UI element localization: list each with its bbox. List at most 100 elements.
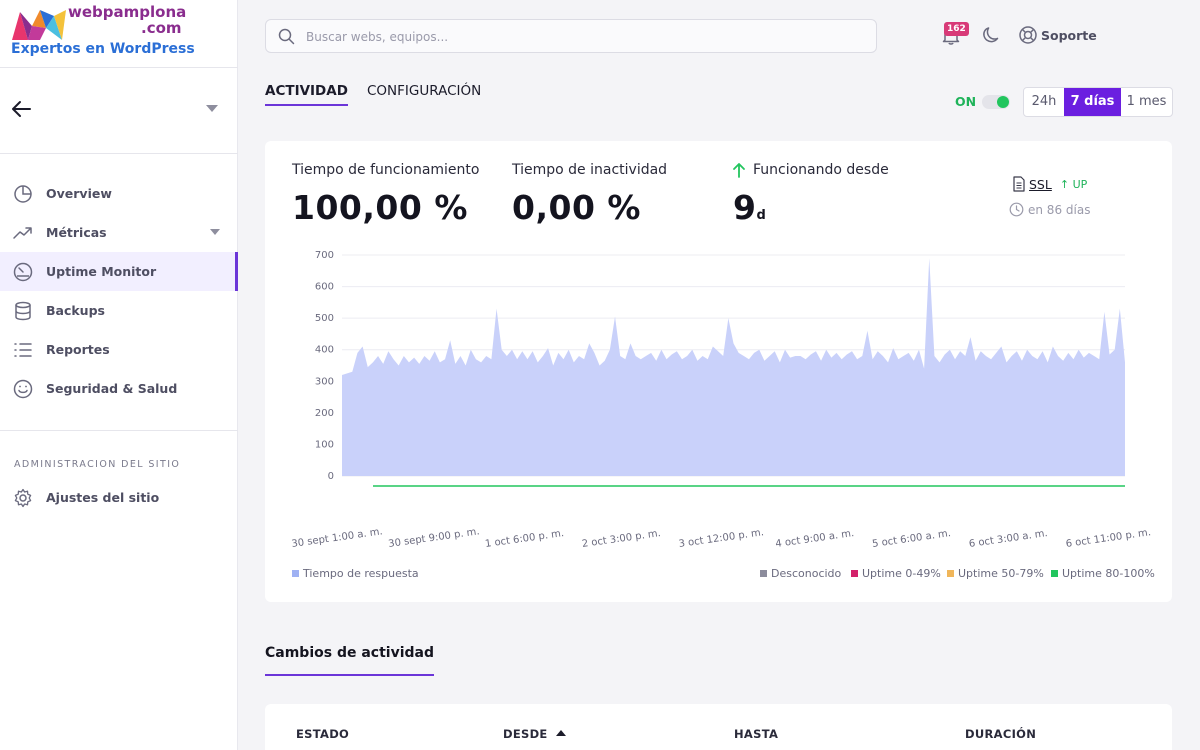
sidebar-item-reportes[interactable]: Reportes (0, 330, 238, 369)
running-label: Funcionando desde (753, 162, 889, 178)
notifications-badge[interactable]: 162 (944, 22, 969, 36)
y-tick-label: 700 (315, 250, 334, 261)
legend-swatch (292, 570, 299, 577)
x-tick-label: 2 oct 3:00 p. m. (581, 528, 661, 550)
gauge-icon (13, 262, 33, 281)
ssl-status: SSL ↑ UP (1012, 176, 1087, 192)
downtime-value: 0,00 % (512, 188, 641, 227)
dark-mode-moon-icon[interactable] (981, 25, 1001, 45)
range-option-24h[interactable]: 24h (1031, 94, 1057, 109)
x-tick-label: 5 oct 6:00 a. m. (872, 528, 952, 550)
x-tick-label: 30 sept 9:00 p. m. (388, 526, 481, 550)
pie-chart-icon (14, 184, 32, 203)
sidebar-item-uptime-monitor[interactable]: Uptime Monitor (0, 252, 238, 291)
running-unit: d (756, 208, 767, 223)
legend-uptime-80-100: Uptime 80-100% (1051, 567, 1155, 580)
support-label: Soporte (1041, 27, 1097, 43)
brand-logo[interactable]: webpamplona .com Expertos en WordPress (10, 4, 238, 64)
sidebar-item-backups[interactable]: Backups (0, 291, 238, 330)
sidebar-item-label: Seguridad & Salud (46, 381, 178, 396)
site-selector-caret-icon[interactable] (206, 105, 218, 112)
monitor-toggle-label: ON (955, 94, 977, 109)
divider (0, 67, 238, 68)
sort-ascending-icon[interactable] (555, 730, 566, 736)
back-arrow-icon[interactable] (10, 98, 32, 120)
legend-unknown: Desconocido (760, 567, 841, 580)
column-header-desde[interactable]: DESDE (503, 727, 566, 741)
legend-swatch (851, 570, 858, 577)
sidebar: webpamplona .com Expertos en WordPress O… (0, 0, 238, 750)
chevron-down-icon[interactable] (210, 229, 220, 235)
range-option-1-mes[interactable]: 1 mes (1126, 94, 1167, 109)
legend-uptime-50-79: Uptime 50-79% (947, 567, 1044, 580)
legend-label: Uptime 80-100% (1062, 567, 1155, 580)
list-icon (14, 342, 32, 357)
sidebar-item-label: Reportes (46, 342, 110, 357)
support-button[interactable]: Soporte (1018, 24, 1097, 46)
brand-domain: .com (141, 19, 182, 37)
x-tick-label: 30 sept 1:00 a. m. (291, 526, 383, 550)
brand-tagline: Expertos en WordPress (11, 41, 195, 57)
brand-mark-icon (12, 10, 66, 40)
trend-icon (13, 226, 32, 239)
ssl-expiry: en 86 días (1009, 202, 1090, 217)
sidebar-item-label: Ajustes del sitio (46, 490, 160, 505)
response-time-area (342, 258, 1125, 476)
clock-icon (1009, 202, 1024, 217)
x-tick-label: 6 oct 11:00 p. m. (1065, 527, 1152, 550)
y-tick-label: 100 (315, 439, 334, 450)
legend-label: Uptime 0-49% (862, 567, 941, 580)
gear-icon (14, 488, 32, 507)
legend-label: Tiempo de respuesta (303, 567, 419, 580)
sidebar-item-overview[interactable]: Overview (0, 174, 238, 213)
sidebar-item-label: Uptime Monitor (46, 264, 157, 279)
sidebar-item-label: Métricas (46, 225, 107, 240)
column-header-duracion[interactable]: DURACIÓN (965, 727, 1037, 741)
section-title: ADMINISTRACION DEL SITIO (14, 459, 181, 470)
toggle-track (982, 94, 1011, 109)
activity-table: ESTADO DESDE HASTA DURACIÓN (265, 704, 1172, 750)
search-icon (278, 28, 295, 45)
brand-name: webpamplona (68, 3, 187, 21)
range-option-7-dias[interactable]: 7 días (1064, 88, 1121, 116)
ssl-link[interactable]: SSL (1029, 176, 1052, 192)
x-tick-label: 3 oct 12:00 p. m. (678, 527, 765, 550)
arrow-up-icon (733, 163, 745, 178)
legend-response-time: Tiempo de respuesta (292, 567, 419, 580)
monitor-toggle[interactable]: ON (955, 94, 1011, 109)
sidebar-item-seguridad[interactable]: Seguridad & Salud (0, 369, 238, 408)
tab-actividad[interactable]: ACTIVIDAD (265, 83, 348, 106)
y-tick-label: 200 (315, 408, 334, 419)
lifebuoy-icon (1019, 26, 1037, 44)
legend-uptime-0-49: Uptime 0-49% (851, 567, 941, 580)
downtime-label: Tiempo de inactividad (512, 162, 668, 178)
running-days: 9 (733, 188, 757, 227)
y-tick-label: 0 (328, 471, 334, 482)
y-tick-label: 300 (315, 376, 334, 387)
uptime-label: Tiempo de funcionamiento (292, 162, 480, 178)
sidebar-item-ajustes[interactable]: Ajustes del sitio (0, 478, 238, 517)
y-tick-label: 500 (315, 313, 334, 324)
column-header-hasta[interactable]: HASTA (734, 727, 779, 741)
legend-swatch (760, 570, 767, 577)
x-tick-label: 1 oct 6:00 p. m. (484, 528, 564, 550)
sidebar-item-metricas[interactable]: Métricas (0, 213, 238, 252)
sidebar-item-label: Overview (46, 186, 112, 201)
time-range-selector: 24h 7 días 1 mes (1023, 87, 1173, 117)
legend-label: Uptime 50-79% (958, 567, 1044, 580)
database-icon (15, 301, 31, 320)
column-header-estado[interactable]: ESTADO (296, 727, 350, 741)
running-value: 9d (733, 188, 766, 227)
ssl-expiry-text: en 86 días (1028, 202, 1091, 217)
divider (0, 153, 238, 154)
legend-swatch (1051, 570, 1058, 577)
activity-changes-title: Cambios de actividad (265, 645, 434, 676)
tab-configuracion[interactable]: CONFIGURACIÓN (367, 83, 482, 99)
uptime-value: 100,00 % (292, 188, 468, 227)
ssl-status-text: UP (1072, 177, 1088, 191)
x-tick-label: 6 oct 3:00 a. m. (968, 528, 1048, 550)
ssl-up-status: ↑ UP (1059, 177, 1088, 191)
legend-label: Desconocido (771, 567, 842, 580)
legend-swatch (947, 570, 954, 577)
search-input[interactable] (306, 27, 866, 47)
